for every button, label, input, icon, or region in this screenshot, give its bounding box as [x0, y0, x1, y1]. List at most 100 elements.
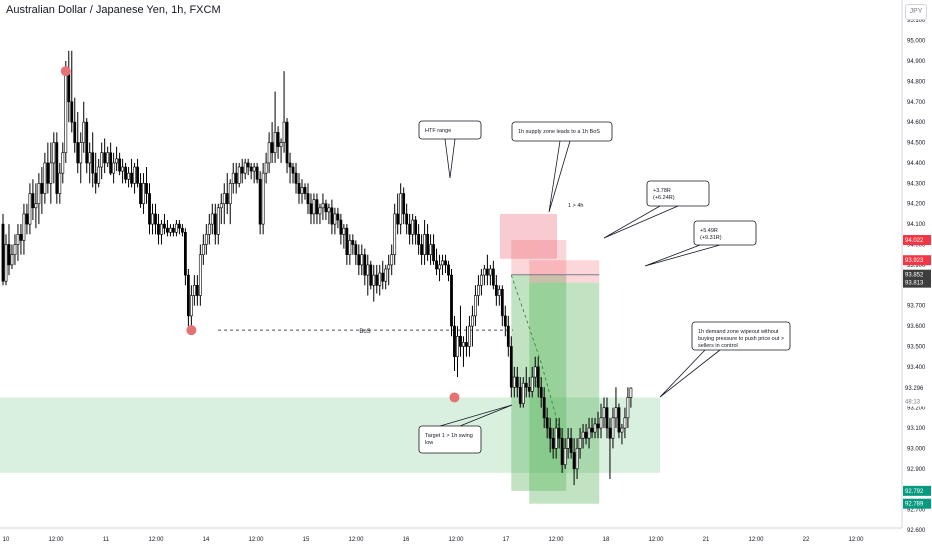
candle	[270, 122, 274, 163]
candle	[390, 244, 394, 276]
y-tick-label: 93.100	[907, 426, 926, 432]
x-tick-label: 21	[703, 537, 710, 543]
candle	[195, 275, 199, 306]
candle-body	[599, 417, 603, 429]
candle-body	[548, 427, 552, 439]
candle-body	[210, 213, 214, 225]
price-label: 48:13	[905, 400, 921, 406]
candle	[49, 142, 53, 204]
candle	[40, 167, 44, 214]
x-tick-label: 12:00	[848, 537, 864, 543]
candle-body	[204, 234, 208, 245]
candle	[462, 336, 465, 367]
candle-body	[43, 162, 47, 194]
price-label-bg	[903, 383, 931, 394]
candle	[372, 264, 376, 302]
candle-body	[139, 183, 142, 205]
candle-body	[1, 223, 5, 282]
candle-body	[16, 234, 20, 245]
candle-body	[339, 219, 343, 235]
candle	[136, 158, 139, 188]
candle-body	[620, 427, 624, 433]
candle-body	[459, 335, 462, 347]
candle-body	[509, 346, 513, 388]
candle-body	[282, 121, 286, 143]
candle	[626, 387, 630, 429]
candle	[456, 326, 459, 378]
x-tick-label: 12:00	[648, 537, 664, 543]
candle-body	[276, 132, 280, 147]
candle	[474, 285, 477, 327]
candle	[563, 438, 567, 469]
x-tick-label: 12:00	[348, 537, 364, 543]
candle-body	[175, 223, 178, 233]
candle-body	[288, 162, 292, 168]
candle-body	[58, 172, 62, 194]
trade-projection	[510, 274, 560, 429]
candle	[599, 403, 603, 439]
candle-body	[429, 244, 432, 256]
candle	[342, 224, 346, 249]
candle	[450, 268, 453, 337]
price-label: 93.852	[905, 273, 924, 279]
y-tick-label: 92.900	[907, 467, 926, 473]
candle	[363, 248, 367, 286]
trade1-callout-text: (+6.24R)	[653, 195, 675, 201]
candle	[261, 162, 265, 235]
candle	[55, 132, 59, 204]
candle	[178, 220, 181, 235]
candle-body	[587, 427, 591, 439]
candle-body	[145, 183, 148, 194]
candle	[246, 158, 250, 176]
candle-body	[500, 289, 504, 317]
candle-body	[198, 254, 202, 296]
candle	[491, 260, 495, 290]
htf-range-callout-box	[418, 120, 482, 140]
candle	[91, 132, 95, 188]
candle-body	[133, 166, 136, 184]
candle-body	[52, 142, 56, 164]
currency-button[interactable]: JPY	[905, 4, 927, 20]
trade2-callout-text: (+9.31R)	[700, 235, 722, 241]
candle	[267, 132, 271, 174]
htf-range-callout: HTF range	[418, 120, 482, 179]
candle-body	[124, 166, 127, 180]
candle	[477, 275, 480, 306]
candle-body	[518, 386, 522, 404]
candle	[566, 428, 570, 459]
candle-body	[497, 289, 501, 296]
candle	[139, 173, 142, 208]
candle	[294, 162, 298, 194]
candle	[148, 183, 151, 235]
candle-body	[342, 227, 346, 235]
demand-callout-box	[691, 321, 791, 351]
candle-body	[488, 268, 492, 276]
candle-body	[596, 423, 600, 429]
candle-body	[554, 427, 558, 449]
candle	[479, 268, 483, 296]
candle	[273, 91, 277, 163]
candle	[438, 254, 441, 282]
candle	[16, 224, 20, 261]
candle	[468, 315, 471, 357]
candle	[533, 356, 537, 388]
candle-body	[64, 70, 68, 154]
candle-body	[444, 260, 447, 266]
candle-body	[453, 325, 456, 357]
candle	[88, 142, 92, 184]
target-callout-box	[418, 425, 482, 454]
y-tick-label: 95.000	[907, 39, 926, 45]
candle	[46, 142, 50, 194]
candle	[204, 224, 208, 255]
candle-body	[494, 284, 498, 296]
candle	[339, 213, 343, 245]
candle	[518, 377, 522, 408]
candle-body	[384, 268, 388, 282]
candle	[375, 264, 379, 294]
pivot-low-marker	[186, 325, 197, 336]
candle	[58, 162, 62, 204]
candle-body	[37, 183, 41, 205]
candle	[417, 224, 421, 255]
